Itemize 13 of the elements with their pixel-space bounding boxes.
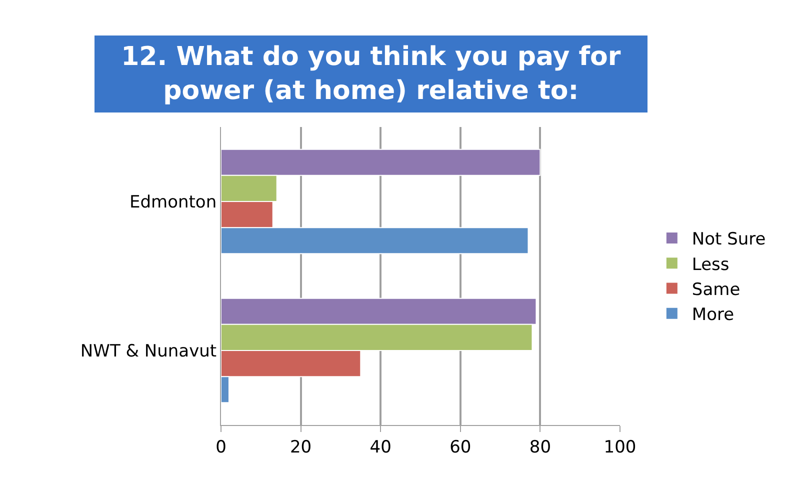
x-tick-label: 20 [290,437,312,458]
y-tick-label: NWT & Nunavut [80,341,217,362]
legend-label: Same [692,280,740,300]
legend-label: More [692,304,734,325]
chart-title: 12. What do you think you pay for power (at home) relative to: [121,42,621,106]
x-tick-label: 0 [216,437,226,458]
x-tick-label: 60 [450,437,472,458]
x-tick-label: 100 [604,437,636,458]
legend-label: Not Sure [692,230,766,250]
y-tick-label: Edmonton [129,192,217,212]
x-tick-label: 40 [370,437,392,458]
legend-label: Less [692,254,730,275]
x-tick-label: 80 [529,437,552,458]
